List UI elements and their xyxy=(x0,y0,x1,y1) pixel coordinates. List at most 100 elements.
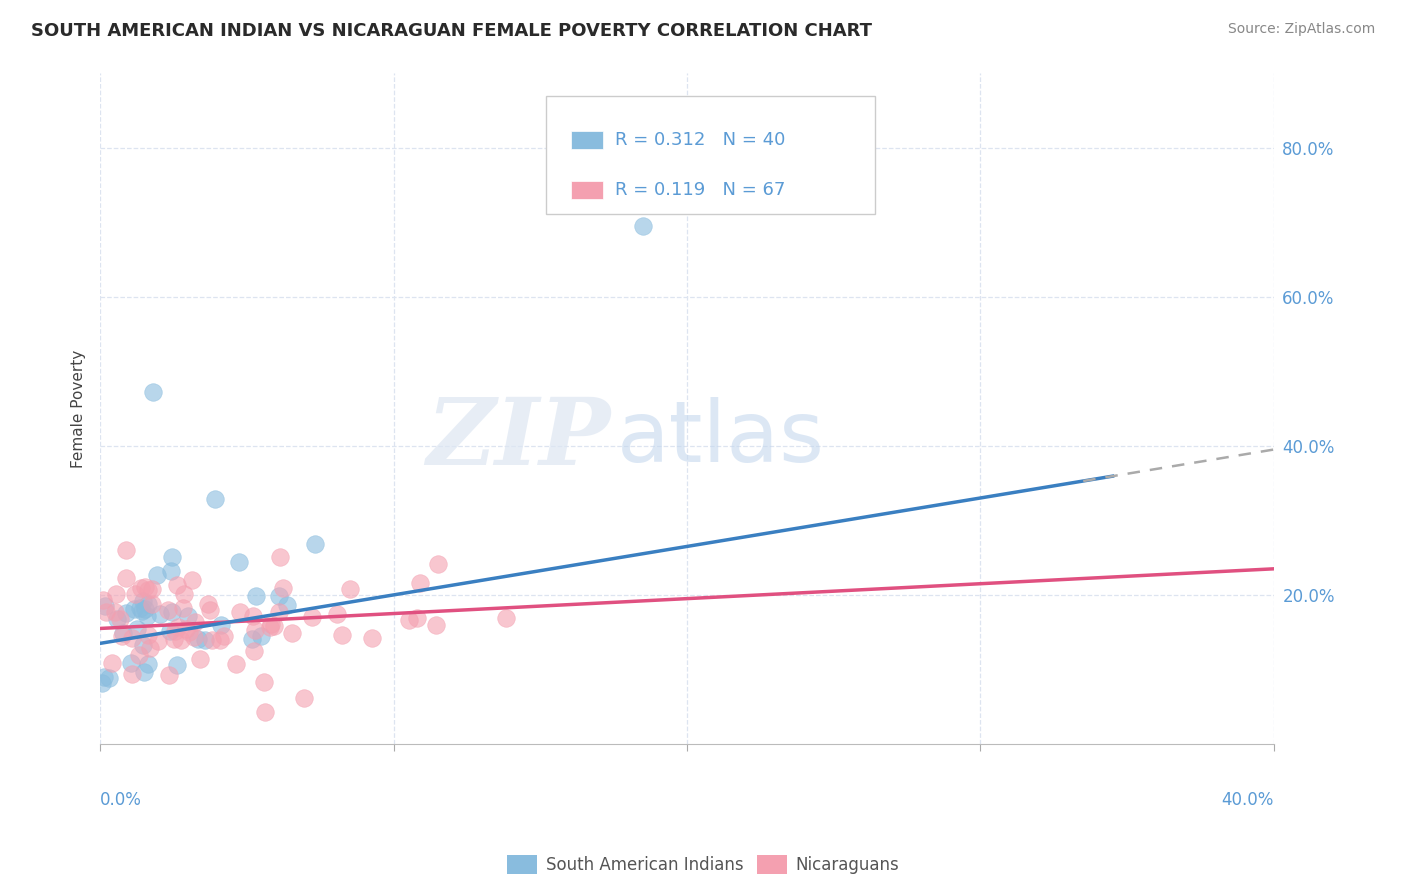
Point xyxy=(259,620,281,634)
Point xyxy=(160,605,183,619)
Point xyxy=(115,571,138,585)
Point xyxy=(165,624,187,638)
Text: 40.0%: 40.0% xyxy=(1222,791,1274,809)
Point xyxy=(134,602,156,616)
Point xyxy=(105,587,128,601)
Point xyxy=(211,618,233,632)
Point xyxy=(93,670,115,684)
Point xyxy=(134,665,156,679)
Point xyxy=(269,550,291,565)
Text: ZIP: ZIP xyxy=(426,393,610,483)
Point xyxy=(631,219,654,233)
Text: R = 0.119   N = 67: R = 0.119 N = 67 xyxy=(616,181,786,200)
Point xyxy=(408,575,430,590)
Point xyxy=(245,589,267,603)
Point xyxy=(156,603,179,617)
Point xyxy=(115,543,138,558)
Point xyxy=(166,577,188,591)
FancyBboxPatch shape xyxy=(571,181,603,200)
Point xyxy=(271,581,294,595)
Point xyxy=(139,641,162,656)
Point xyxy=(121,667,143,681)
Point xyxy=(142,385,165,400)
Point xyxy=(361,631,384,645)
Point xyxy=(250,630,273,644)
Text: atlas: atlas xyxy=(617,397,824,480)
Point xyxy=(129,582,152,596)
Point xyxy=(91,675,114,690)
Point xyxy=(159,624,181,638)
Point xyxy=(97,671,120,685)
Point xyxy=(169,633,191,648)
Point xyxy=(159,564,181,578)
Point xyxy=(160,550,183,565)
Point xyxy=(141,597,163,611)
Point xyxy=(132,594,155,608)
Point xyxy=(495,611,517,625)
Point xyxy=(276,599,298,613)
Point xyxy=(127,623,149,637)
Point xyxy=(259,617,281,632)
Point xyxy=(201,632,224,647)
Point xyxy=(212,629,235,643)
Point xyxy=(122,602,145,616)
Point xyxy=(269,605,291,619)
Point xyxy=(145,568,167,582)
Point xyxy=(267,589,290,603)
Point xyxy=(254,705,277,719)
Point xyxy=(94,599,117,614)
Y-axis label: Female Poverty: Female Poverty xyxy=(72,350,86,467)
Point xyxy=(426,558,449,572)
Point xyxy=(330,628,353,642)
Point xyxy=(115,606,138,620)
Point xyxy=(172,601,194,615)
Point xyxy=(128,648,150,662)
Point xyxy=(135,609,157,624)
Point xyxy=(148,634,170,648)
FancyBboxPatch shape xyxy=(546,96,875,214)
Text: 0.0%: 0.0% xyxy=(100,791,142,809)
Point xyxy=(225,657,247,672)
Point xyxy=(141,582,163,596)
Point xyxy=(112,625,135,640)
Text: Source: ZipAtlas.com: Source: ZipAtlas.com xyxy=(1227,22,1375,37)
Point xyxy=(134,580,156,594)
Point xyxy=(183,631,205,645)
Point xyxy=(398,613,420,627)
Point xyxy=(187,632,209,647)
Point xyxy=(197,598,219,612)
Point xyxy=(104,606,127,620)
Point xyxy=(124,586,146,600)
Point xyxy=(180,573,202,587)
Point xyxy=(240,632,263,646)
Point xyxy=(198,603,221,617)
Legend: South American Indians, Nicaraguans: South American Indians, Nicaraguans xyxy=(502,850,904,880)
FancyBboxPatch shape xyxy=(571,131,603,149)
Point xyxy=(166,620,188,634)
Point xyxy=(132,638,155,652)
Point xyxy=(229,605,252,619)
Point xyxy=(121,632,143,646)
Point xyxy=(100,656,122,670)
Point xyxy=(177,609,200,624)
Point xyxy=(157,667,180,681)
Point xyxy=(194,632,217,647)
Point xyxy=(184,615,207,630)
Text: SOUTH AMERICAN INDIAN VS NICARAGUAN FEMALE POVERTY CORRELATION CHART: SOUTH AMERICAN INDIAN VS NICARAGUAN FEMA… xyxy=(31,22,872,40)
Point xyxy=(204,491,226,506)
Point xyxy=(190,651,212,665)
Point xyxy=(105,612,128,626)
Point xyxy=(304,537,326,551)
Point xyxy=(292,691,315,706)
Point xyxy=(326,607,349,622)
Point xyxy=(91,592,114,607)
Point xyxy=(136,583,159,598)
Point xyxy=(136,597,159,611)
Point xyxy=(339,582,361,596)
Point xyxy=(174,622,197,636)
Point xyxy=(263,618,285,632)
Point xyxy=(166,658,188,673)
Point xyxy=(149,607,172,621)
Point xyxy=(177,624,200,639)
Point xyxy=(120,656,142,670)
